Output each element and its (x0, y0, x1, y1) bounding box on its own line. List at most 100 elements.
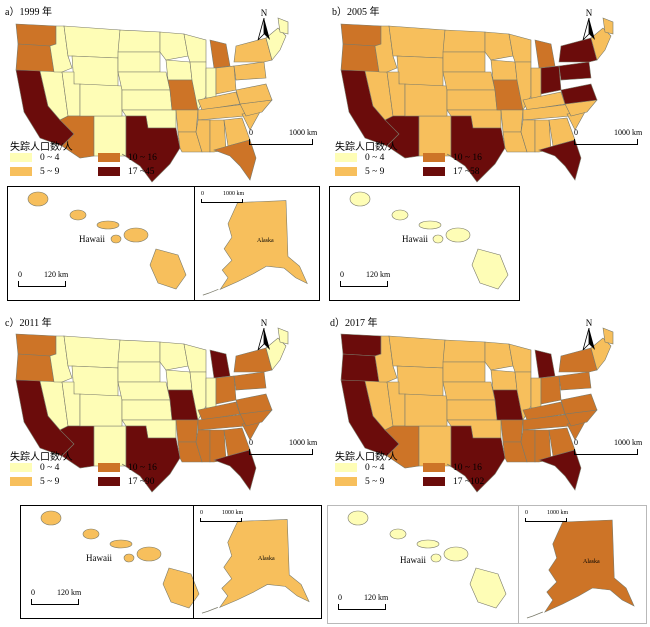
state-minnesota (159, 341, 189, 371)
inset-box: Hawaii 0 120 km Alaska 0 1000 km (20, 505, 322, 619)
hawaii-inset: Hawaii 0 120 km (328, 506, 518, 623)
legend-item: 0 ~ 4 (335, 152, 384, 164)
island-maui (443, 546, 469, 562)
legend-swatch (10, 167, 32, 177)
state-washington (15, 333, 57, 357)
state-montana (63, 25, 121, 59)
state-oregon (15, 43, 55, 73)
island-oahu (389, 528, 407, 540)
state-maine (277, 17, 289, 35)
state-montana (388, 25, 446, 59)
scale-distance: 1000 km (289, 438, 318, 447)
scale-zero: 0 (249, 128, 253, 137)
legend: 失踪人口数/人 0 ~ 4 5 ~ 9 10 ~ 16 17 ~45 (10, 138, 200, 184)
state-louisiana (502, 131, 528, 153)
state-wisconsin (183, 33, 207, 63)
state-arizona (59, 115, 95, 159)
state-new-york (233, 37, 273, 63)
island-lanai (432, 234, 444, 244)
aleutian-islands (202, 288, 219, 296)
island-big-island (471, 248, 509, 290)
north-letter: N (585, 318, 593, 328)
inset-divider (194, 187, 195, 300)
legend-range: 10 ~ 16 (128, 463, 157, 473)
state-virginia (560, 393, 598, 415)
hawaii-scale-bar: 0 120 km (340, 270, 410, 292)
legend-title: 失踪人口数/人 (10, 452, 73, 463)
state-south-dakota (117, 361, 161, 383)
scale-bar: 0 1000 km (574, 128, 650, 150)
island-kauai (40, 510, 62, 526)
north-arrow-shape (582, 17, 595, 42)
legend-item: 0 ~ 4 (335, 462, 384, 474)
state-iowa (165, 59, 193, 81)
hawaii-islands (347, 510, 507, 609)
state-wyoming (396, 365, 444, 397)
state-florida (213, 139, 257, 181)
state-maine (602, 17, 614, 35)
legend-swatch (98, 477, 120, 487)
state-texas (121, 425, 181, 493)
inset-box: Hawaii 0 120 km Alaska 0 1000 km (7, 186, 320, 301)
legend-swatch (423, 167, 445, 177)
state-ohio (215, 375, 237, 405)
island-lanai (110, 234, 122, 244)
aleutian-islands (526, 611, 543, 619)
island-big-island (149, 248, 187, 290)
scale-bar: 0 1000 km (574, 438, 650, 460)
scale-zero: 0 (574, 128, 578, 137)
panel-label: c）2011 年 (5, 318, 52, 329)
legend-swatch (335, 167, 357, 177)
state-indiana (205, 67, 217, 99)
state-wisconsin (508, 343, 532, 373)
legend-range: 17 ~102 (453, 477, 485, 487)
state-nebraska (117, 381, 171, 401)
island-big-island (469, 567, 507, 609)
legend-item: 10 ~ 16 (98, 462, 157, 474)
scale-line (200, 518, 242, 522)
north-arrow-shape (257, 327, 270, 352)
state-alaska (219, 200, 308, 290)
island-oahu (69, 209, 87, 221)
scale-line (31, 599, 79, 605)
state-mississippi (195, 429, 211, 463)
state-virginia (560, 83, 598, 105)
island-maui (123, 227, 149, 243)
legend-swatch (335, 463, 357, 473)
state-kansas (446, 89, 498, 111)
hawaii-scale-bar: 0 120 km (338, 593, 408, 615)
state-new-england (590, 337, 612, 371)
scale-line (249, 449, 313, 455)
island-big-island (162, 567, 200, 609)
state-south-dakota (117, 51, 161, 73)
state-arizona (59, 425, 95, 469)
legend-swatch (98, 463, 120, 473)
legend-item: 5 ~ 9 (10, 166, 59, 178)
state-oregon (340, 43, 380, 73)
legend-range: 0 ~ 4 (40, 463, 60, 473)
north-arrow-icon: N (257, 318, 271, 352)
state-virginia (235, 393, 273, 415)
state-colorado (79, 393, 123, 427)
scale-line (201, 199, 243, 203)
state-indiana (205, 377, 217, 409)
island-oahu (391, 209, 409, 221)
legend-swatch (10, 463, 32, 473)
state-michigan (534, 39, 556, 69)
legend-item: 17 ~45 (98, 166, 155, 178)
scale-line (574, 449, 638, 455)
state-washington (15, 23, 57, 47)
scale-distance: 1000 km (614, 438, 643, 447)
panel-label: a）1999 年 (5, 7, 52, 18)
legend-item: 0 ~ 4 (10, 152, 59, 164)
legend-item: 10 ~ 16 (423, 462, 482, 474)
island-molokai (96, 220, 120, 230)
state-washington (340, 23, 382, 47)
state-arkansas (500, 109, 524, 133)
state-indiana (530, 67, 542, 99)
legend-range: 5 ~ 9 (40, 167, 60, 177)
scale-distance: 120 km (364, 593, 389, 602)
panel-label: d）2017 年 (330, 318, 378, 329)
state-arkansas (175, 109, 199, 133)
inset-divider (518, 506, 519, 623)
